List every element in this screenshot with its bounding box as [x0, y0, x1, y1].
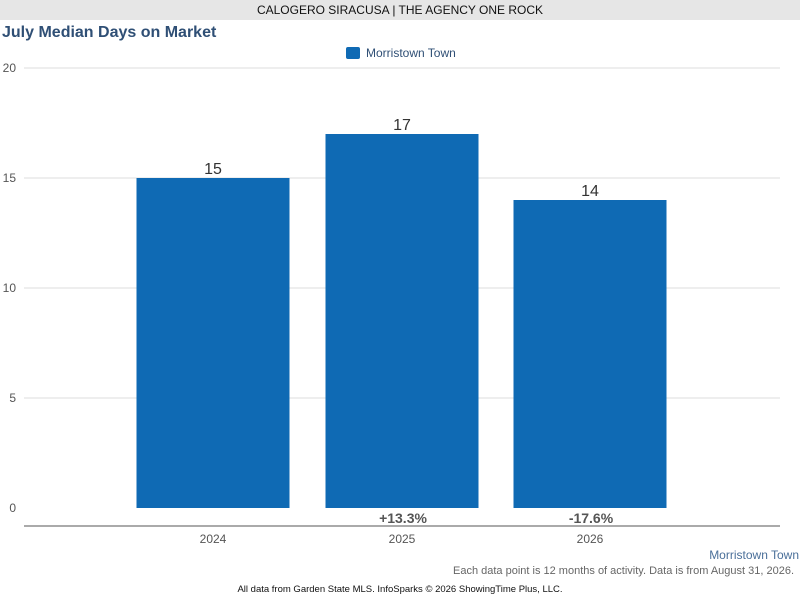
header-banner: CALOGERO SIRACUSA | THE AGENCY ONE ROCK [0, 0, 800, 20]
bar-value-label: 14 [581, 183, 599, 200]
bar-value-label: 15 [204, 161, 222, 178]
chart-legend[interactable]: Morristown Town [346, 46, 456, 60]
y-tick-label: 20 [3, 61, 17, 75]
data-note: Each data point is 12 months of activity… [453, 565, 794, 577]
change-label: -17.6% [569, 510, 614, 526]
bar-2026 [513, 200, 667, 508]
change-label: +13.3% [379, 510, 427, 526]
bar-2024 [136, 178, 290, 508]
x-tick-label: 2025 [389, 532, 416, 546]
copyright-text: All data from Garden State MLS. InfoSpar… [237, 584, 563, 595]
x-tick-label: 2024 [200, 532, 227, 546]
y-tick-label: 5 [9, 391, 16, 405]
banner-text: CALOGERO SIRACUSA | THE AGENCY ONE ROCK [256, 3, 544, 17]
bar-2025 [325, 134, 479, 508]
legend-label: Morristown Town [366, 46, 456, 60]
bar-value-label: 17 [393, 117, 411, 134]
y-tick-label: 10 [3, 281, 17, 295]
chart-title: July Median Days on Market [2, 24, 217, 41]
area-link[interactable]: Morristown Town [709, 548, 799, 562]
x-tick-label: 2026 [577, 532, 604, 546]
y-tick-label: 0 [9, 501, 16, 515]
legend-swatch [346, 47, 360, 59]
y-tick-label: 15 [3, 171, 17, 185]
